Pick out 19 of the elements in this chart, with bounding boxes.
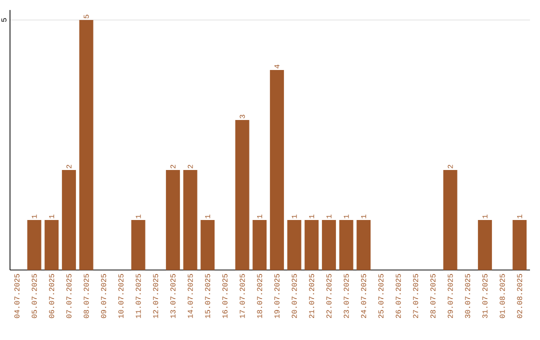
bar: [322, 220, 336, 270]
bar: [131, 220, 146, 270]
bar: [339, 220, 354, 270]
bar: [304, 220, 319, 270]
bar: [166, 170, 180, 270]
bar: [252, 220, 267, 270]
bar: [443, 170, 458, 270]
bar: [270, 70, 284, 270]
bar: [478, 220, 492, 270]
bar: [200, 220, 215, 270]
bar: [27, 220, 42, 270]
bar: [287, 220, 302, 270]
bar: [44, 220, 59, 270]
bar: [235, 120, 250, 270]
bar: [183, 170, 198, 270]
bar: [62, 170, 76, 270]
bar: [512, 220, 527, 270]
bar: [79, 20, 94, 270]
bar: [356, 220, 371, 270]
